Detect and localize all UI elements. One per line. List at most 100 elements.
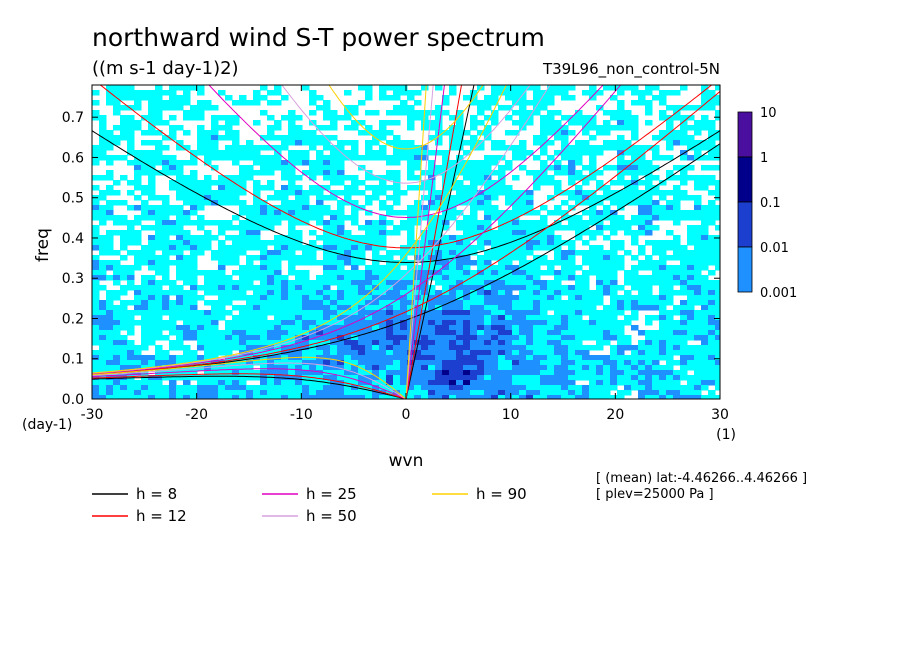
heatmap-cell: [442, 130, 450, 136]
heatmap-cell: [484, 325, 492, 331]
heatmap-cell: [407, 125, 415, 131]
heatmap-cell: [435, 105, 443, 111]
heatmap-cell: [344, 325, 352, 331]
heatmap-cell: [414, 335, 422, 341]
heatmap-cell: [435, 290, 443, 296]
heatmap-cell: [323, 350, 331, 356]
heatmap-cell: [169, 130, 177, 136]
heatmap-cell: [652, 150, 660, 156]
heatmap-cell: [463, 95, 471, 101]
heatmap-cell: [533, 185, 541, 191]
heatmap-cell: [309, 90, 317, 96]
heatmap-cell: [92, 290, 100, 296]
heatmap-cell: [127, 340, 135, 346]
heatmap-cell: [134, 180, 142, 186]
heatmap-cell: [540, 120, 548, 126]
heatmap-cell: [330, 150, 338, 156]
heatmap-cell: [302, 140, 310, 146]
heatmap-cell: [330, 210, 338, 216]
heatmap-cell: [365, 315, 373, 321]
heatmap-cell: [134, 165, 142, 171]
heatmap-cell: [253, 155, 261, 161]
heatmap-cell: [610, 260, 618, 266]
heatmap-cell: [134, 90, 142, 96]
heatmap-cell: [645, 280, 653, 286]
heatmap-cell: [470, 210, 478, 216]
heatmap-cell: [162, 220, 170, 226]
heatmap-cell: [274, 350, 282, 356]
heatmap-cell: [435, 375, 443, 381]
heatmap-cell: [470, 215, 478, 221]
heatmap-cell: [225, 390, 233, 396]
heatmap-cell: [687, 390, 695, 396]
heatmap-cell: [162, 200, 170, 206]
heatmap-cell: [512, 335, 520, 341]
heatmap-cell: [505, 275, 513, 281]
heatmap-cell: [204, 385, 212, 391]
heatmap-cell: [330, 180, 338, 186]
heatmap-cell: [505, 115, 513, 121]
heatmap-cell: [211, 315, 219, 321]
heatmap-cell: [99, 125, 107, 131]
heatmap-cell: [176, 220, 184, 226]
heatmap-cell: [631, 325, 639, 331]
heatmap-cell: [645, 190, 653, 196]
heatmap-cell: [386, 175, 394, 181]
heatmap-cell: [680, 215, 688, 221]
heatmap-cell: [197, 245, 205, 251]
heatmap-cell: [673, 275, 681, 281]
heatmap-cell: [197, 150, 205, 156]
heatmap-cell: [701, 120, 709, 126]
heatmap-cell: [617, 155, 625, 161]
heatmap-cell: [344, 250, 352, 256]
heatmap-cell: [183, 345, 191, 351]
heatmap-cell: [106, 340, 114, 346]
heatmap-cell: [442, 295, 450, 301]
heatmap-cell: [232, 295, 240, 301]
heatmap-cell: [491, 120, 499, 126]
heatmap-cell: [701, 340, 709, 346]
heatmap-cell: [211, 330, 219, 336]
heatmap-cell: [470, 160, 478, 166]
heatmap-cell: [519, 295, 527, 301]
heatmap-cell: [407, 210, 415, 216]
heatmap-cell: [225, 95, 233, 101]
heatmap-cell: [505, 280, 513, 286]
heatmap-cell: [554, 280, 562, 286]
heatmap-cell: [638, 225, 646, 231]
kelvin-wave-8: [405, 85, 475, 399]
heatmap-cell: [484, 390, 492, 396]
heatmap-cell: [603, 370, 611, 376]
heatmap-cell: [169, 360, 177, 366]
heatmap-cell: [435, 395, 443, 399]
heatmap-cell: [176, 345, 184, 351]
heatmap-cell: [645, 395, 653, 399]
heatmap-cell: [330, 115, 338, 121]
heatmap-cell: [568, 170, 576, 176]
heatmap-cell: [113, 140, 121, 146]
heatmap-cell: [211, 375, 219, 381]
heatmap-cell: [155, 255, 163, 261]
heatmap-cell: [162, 385, 170, 391]
heatmap-cell: [687, 175, 695, 181]
heatmap-cell: [449, 90, 457, 96]
heatmap-cell: [715, 215, 720, 221]
heatmap-cell: [309, 215, 317, 221]
heatmap-cell: [372, 240, 380, 246]
heatmap-cell: [477, 160, 485, 166]
heatmap-cell: [358, 295, 366, 301]
heatmap-cell: [589, 300, 597, 306]
heatmap-cell: [687, 320, 695, 326]
heatmap-cell: [211, 355, 219, 361]
heatmap-cell: [260, 110, 268, 116]
heatmap-cell: [232, 115, 240, 121]
heatmap-cell: [225, 350, 233, 356]
heatmap-cell: [211, 155, 219, 161]
heatmap-cell: [596, 215, 604, 221]
heatmap-cell: [533, 210, 541, 216]
heatmap-cell: [456, 395, 464, 399]
heatmap-cell: [351, 220, 359, 226]
heatmap-cell: [687, 255, 695, 261]
heatmap-cell: [274, 155, 282, 161]
heatmap-cell: [421, 155, 429, 161]
